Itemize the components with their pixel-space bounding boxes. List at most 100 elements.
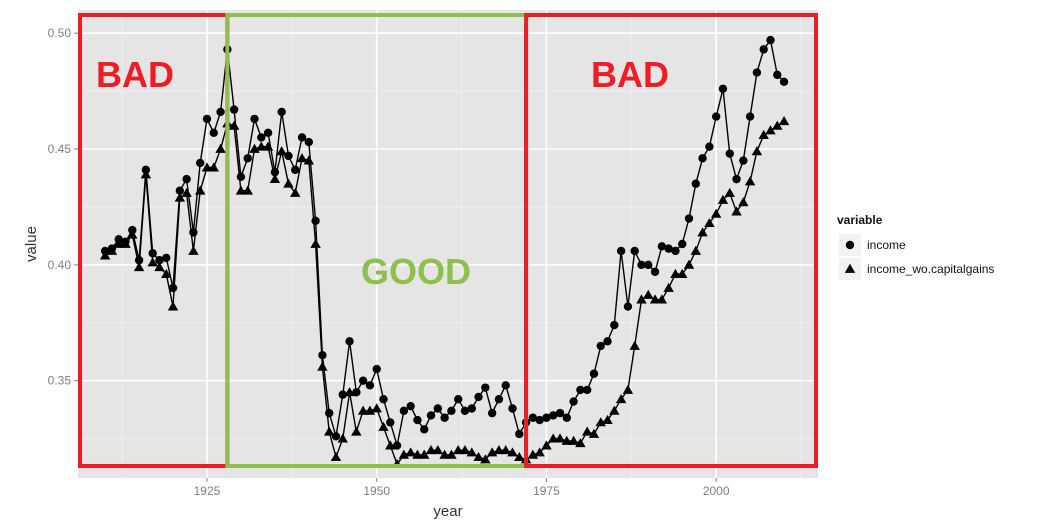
data-point	[744, 176, 756, 186]
data-point	[243, 154, 252, 163]
data-point	[542, 413, 551, 422]
data-point	[515, 429, 524, 439]
data-point	[663, 282, 674, 292]
data-point	[249, 143, 260, 153]
data-point	[494, 395, 504, 404]
data-point	[167, 301, 179, 311]
legend-title: variable	[837, 213, 883, 227]
data-point	[623, 302, 633, 311]
data-point	[372, 364, 381, 374]
data-point	[501, 381, 510, 390]
data-point	[698, 154, 707, 163]
grid-minor	[78, 10, 818, 478]
data-point	[575, 438, 586, 448]
region-box	[524, 13, 818, 468]
y-tick-label: 0.45	[48, 142, 72, 156]
data-point	[549, 411, 558, 420]
data-point	[202, 114, 212, 124]
data-point	[487, 408, 497, 418]
data-point	[99, 250, 111, 260]
data-point	[630, 246, 639, 256]
data-point	[338, 390, 347, 399]
data-point	[303, 155, 315, 165]
data-point	[562, 413, 572, 422]
data-point	[588, 428, 600, 438]
data-point	[453, 395, 463, 404]
data-point	[683, 259, 695, 269]
x-axis: 1925 1950 1975 2000	[194, 478, 730, 498]
data-point	[324, 408, 334, 418]
data-point	[508, 404, 517, 413]
data-point	[181, 187, 192, 197]
legend: variable income income_wo.capitalgains	[837, 213, 994, 280]
data-point	[603, 337, 612, 346]
data-point	[196, 158, 205, 168]
data-point	[644, 260, 653, 270]
annotation-regions: BAD GOOD BAD	[78, 13, 818, 468]
data-point	[140, 169, 152, 179]
data-point	[398, 449, 410, 459]
data-point	[337, 433, 348, 443]
y-tick-label: 0.40	[48, 258, 72, 272]
data-point	[452, 444, 464, 455]
data-point	[459, 444, 471, 455]
data-point	[446, 449, 457, 459]
data-point	[766, 35, 775, 45]
data-point	[358, 376, 368, 385]
data-point	[378, 421, 389, 431]
data-point	[371, 403, 382, 413]
data-point	[507, 447, 518, 457]
data-point	[481, 383, 490, 392]
data-point	[697, 227, 708, 237]
data-point	[752, 68, 762, 77]
data-point	[297, 133, 307, 142]
data-point	[650, 267, 660, 277]
data-point	[127, 229, 138, 239]
y-axis-title: value	[23, 226, 40, 262]
data-point	[420, 425, 429, 434]
data-point	[113, 238, 124, 248]
x-axis-title: year	[433, 503, 462, 520]
data-point	[664, 244, 673, 253]
data-point	[622, 384, 634, 394]
data-point	[365, 381, 375, 390]
data-point	[236, 172, 246, 182]
data-point	[649, 294, 661, 304]
data-point	[493, 444, 505, 455]
data-point	[351, 426, 362, 436]
data-point	[229, 105, 239, 114]
data-point	[269, 173, 281, 184]
data-point	[174, 192, 186, 202]
data-point	[561, 435, 573, 445]
data-point	[609, 405, 620, 415]
legend-label: income_wo.capitalgains	[867, 262, 994, 276]
data-point	[399, 406, 409, 416]
data-point	[162, 253, 171, 263]
data-point	[535, 415, 544, 425]
data-point	[154, 261, 165, 272]
data-point	[344, 387, 355, 397]
data-point	[610, 320, 619, 330]
data-point	[643, 289, 654, 299]
data-point	[182, 174, 191, 184]
data-point	[467, 404, 476, 413]
data-point	[426, 411, 436, 420]
data-point	[134, 256, 144, 265]
data-point	[147, 257, 158, 267]
y-axis: 0.35 0.40 0.45 0.50	[48, 26, 78, 388]
data-point	[615, 394, 627, 404]
y-tick-label: 0.35	[48, 374, 72, 388]
data-point	[718, 84, 728, 93]
data-point	[657, 242, 667, 251]
data-point	[616, 246, 626, 256]
x-tick-label: 1925	[194, 484, 221, 498]
data-point	[215, 143, 226, 153]
data-point	[779, 77, 789, 87]
data-point	[277, 107, 286, 117]
data-point	[216, 107, 225, 117]
region-label: BAD	[591, 54, 669, 95]
data-point	[691, 179, 700, 188]
data-point	[270, 167, 280, 177]
data-point	[473, 451, 484, 462]
data-point	[133, 261, 145, 272]
